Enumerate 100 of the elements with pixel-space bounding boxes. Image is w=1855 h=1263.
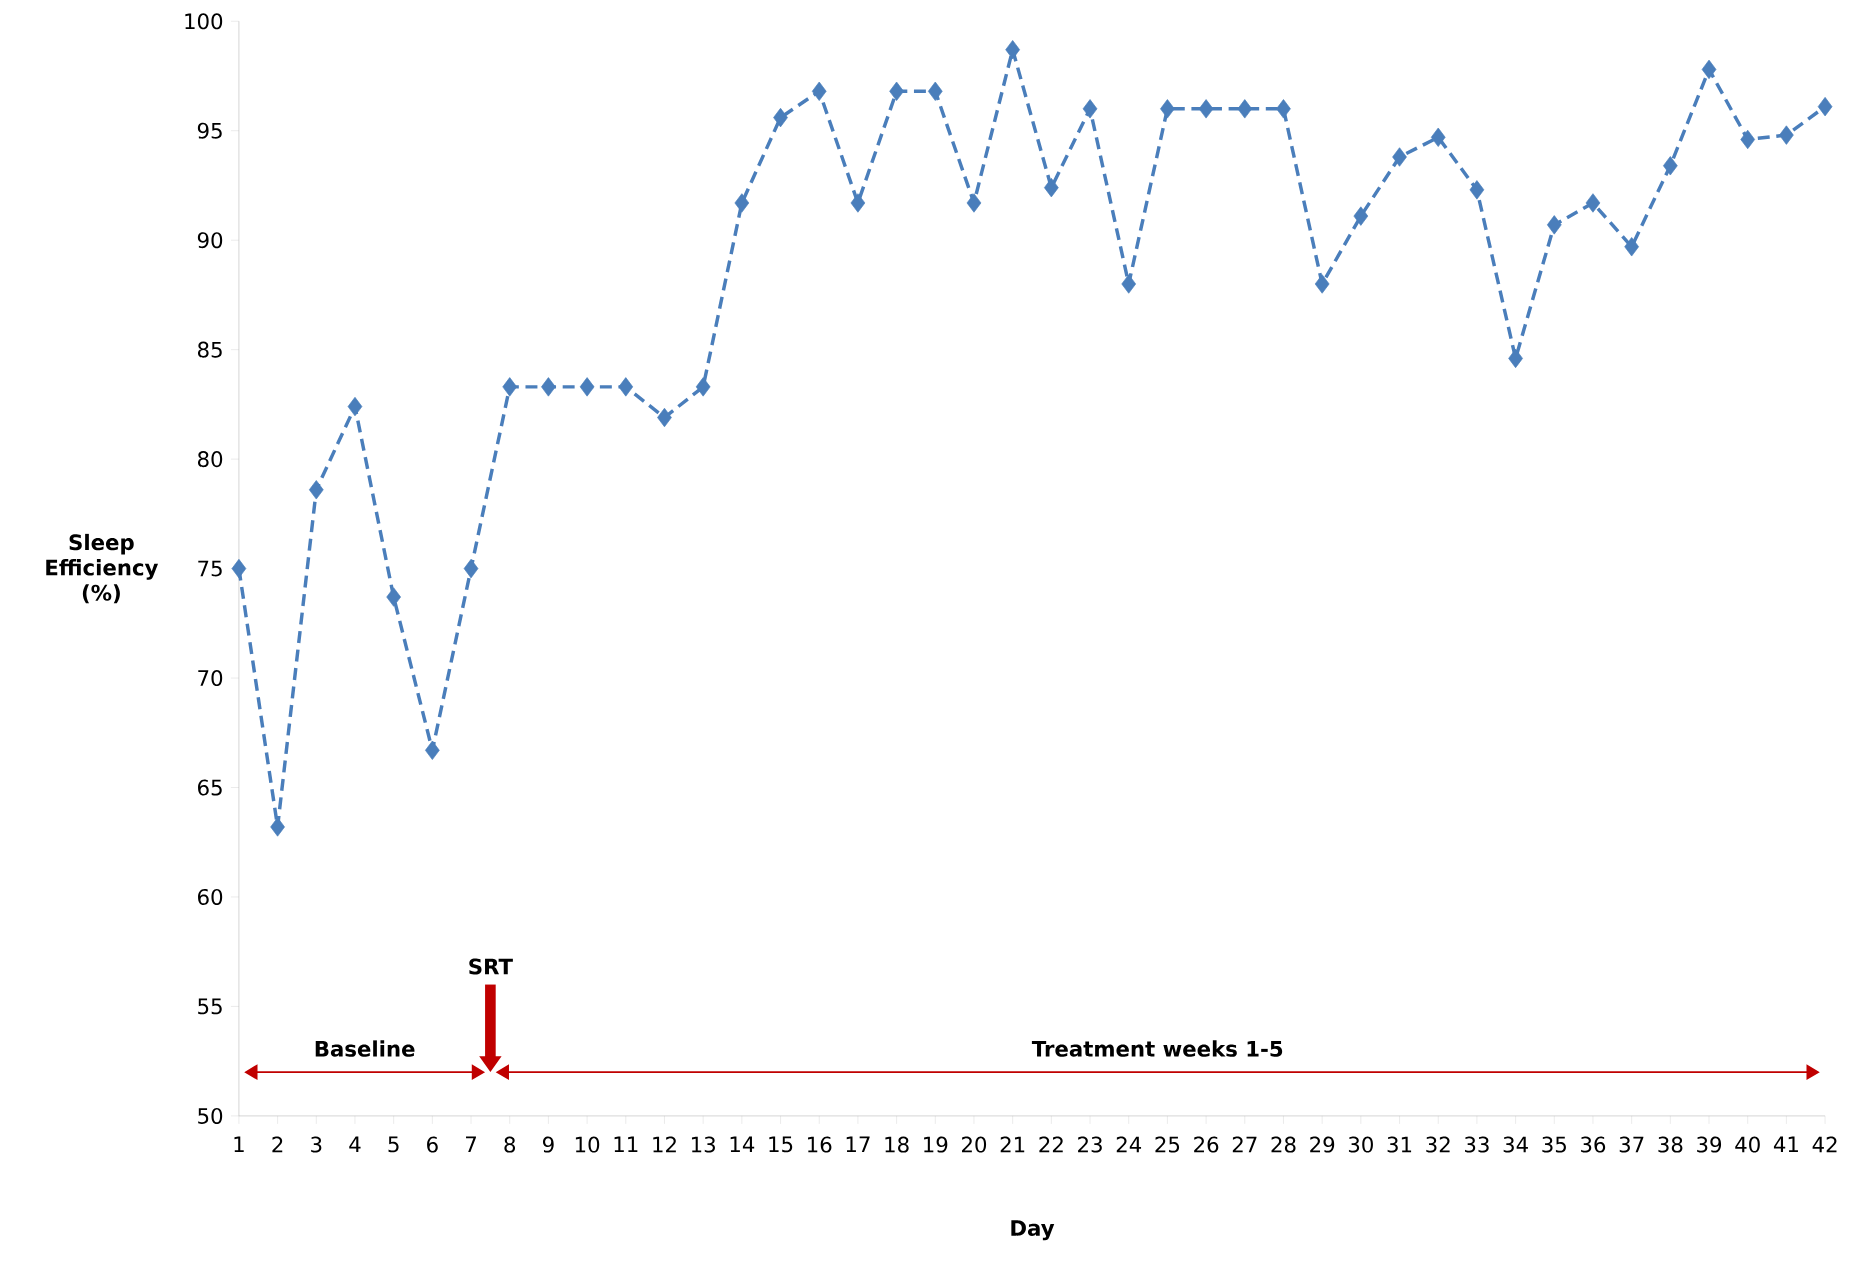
point bbox=[1276, 99, 1291, 119]
point bbox=[734, 193, 750, 213]
point bbox=[773, 107, 788, 128]
y-axis-title: Sleep Efficiency (%) bbox=[46, 533, 159, 604]
x-tick-label: 26 bbox=[1194, 1136, 1219, 1153]
x-tick-label: 18 bbox=[885, 1136, 909, 1153]
point bbox=[1546, 215, 1562, 235]
point bbox=[502, 377, 518, 397]
point bbox=[1663, 155, 1678, 176]
x-tick-label: 4 bbox=[349, 1136, 361, 1152]
y-tick-label: 90 bbox=[197, 231, 223, 249]
x-tick-label: 27 bbox=[1232, 1136, 1257, 1153]
point bbox=[1160, 99, 1175, 119]
x-tick-label: 24 bbox=[1116, 1136, 1142, 1153]
x-tick-label: 36 bbox=[1581, 1136, 1606, 1153]
x-tick-label: 31 bbox=[1387, 1136, 1412, 1153]
point bbox=[386, 587, 401, 607]
y-tick-label: 100 bbox=[185, 13, 223, 30]
x-tick-label: 21 bbox=[1000, 1136, 1025, 1153]
x-tick-label: 7 bbox=[466, 1136, 476, 1152]
x-tick-label: 17 bbox=[846, 1136, 870, 1152]
point bbox=[1314, 274, 1330, 294]
point bbox=[1044, 177, 1059, 198]
point bbox=[1005, 39, 1020, 60]
y-tick-label: 75 bbox=[198, 560, 222, 577]
x-tick-label: 22 bbox=[1039, 1136, 1063, 1153]
x-tick-label: 1 bbox=[234, 1136, 244, 1152]
x-tick-label: 33 bbox=[1465, 1136, 1489, 1153]
x-tick-label: 20 bbox=[962, 1136, 987, 1153]
point bbox=[1508, 348, 1523, 368]
point bbox=[1585, 193, 1601, 213]
x-tick-label: 40 bbox=[1735, 1136, 1760, 1153]
x-tick-label: 11 bbox=[614, 1136, 638, 1152]
point bbox=[657, 407, 672, 427]
point bbox=[1740, 129, 1756, 149]
x-tick-label: 3 bbox=[311, 1136, 322, 1153]
y-tick-label: 65 bbox=[198, 779, 222, 796]
point bbox=[231, 558, 247, 579]
x-axis-title: Day bbox=[1011, 1220, 1055, 1241]
y-tick-label: 80 bbox=[197, 450, 223, 467]
point bbox=[1624, 236, 1639, 257]
point bbox=[850, 193, 866, 213]
x-tick-label: 30 bbox=[1348, 1136, 1373, 1153]
x-tick-label: 29 bbox=[1310, 1136, 1335, 1153]
annotation: Treatment weeks 1-5 bbox=[1031, 1040, 1283, 1057]
x-tick-label: 28 bbox=[1271, 1136, 1296, 1153]
point bbox=[1121, 274, 1137, 294]
point bbox=[1237, 99, 1253, 119]
y-tick-label: 60 bbox=[198, 888, 223, 905]
y-tick-label: 50 bbox=[198, 1107, 223, 1124]
point bbox=[1082, 99, 1098, 119]
point bbox=[695, 377, 711, 397]
point bbox=[618, 377, 634, 397]
x-tick-label: 10 bbox=[575, 1136, 600, 1153]
point bbox=[347, 396, 363, 417]
x-tick-label: 35 bbox=[1542, 1136, 1566, 1153]
point bbox=[811, 81, 827, 101]
point bbox=[1817, 96, 1833, 117]
x-tick-label: 42 bbox=[1812, 1136, 1837, 1153]
x-tick-label: 6 bbox=[427, 1136, 438, 1153]
point bbox=[1392, 147, 1407, 167]
x-tick-label: 12 bbox=[653, 1136, 676, 1153]
x-tick-label: 39 bbox=[1697, 1136, 1722, 1153]
x-tick-label: 8 bbox=[504, 1136, 516, 1153]
point bbox=[541, 377, 556, 397]
point bbox=[579, 377, 595, 397]
x-tick-label: 37 bbox=[1619, 1136, 1644, 1153]
point bbox=[308, 479, 324, 500]
x-tick-label: 5 bbox=[388, 1136, 399, 1153]
y-tick-label: 55 bbox=[198, 998, 222, 1015]
point bbox=[889, 81, 904, 101]
point bbox=[1701, 59, 1717, 79]
x-tick-label: 34 bbox=[1503, 1136, 1528, 1153]
point bbox=[1469, 180, 1485, 200]
point bbox=[270, 817, 285, 837]
ref-line-label: SRT bbox=[469, 958, 513, 975]
point bbox=[966, 193, 982, 213]
x-tick-label: 23 bbox=[1078, 1136, 1102, 1153]
x-tick-label: 2 bbox=[272, 1136, 283, 1153]
y-tick-label: 70 bbox=[198, 669, 223, 686]
x-tick-label: 19 bbox=[924, 1136, 948, 1153]
x-tick-label: 41 bbox=[1773, 1136, 1798, 1152]
x-tick-label: 25 bbox=[1155, 1136, 1180, 1153]
point bbox=[1353, 206, 1369, 226]
x-tick-label: 9 bbox=[542, 1136, 554, 1153]
x-tick-label: 13 bbox=[691, 1136, 715, 1153]
x-tick-label: 16 bbox=[808, 1136, 832, 1153]
y-tick-label: 85 bbox=[197, 341, 222, 358]
point bbox=[1430, 127, 1446, 147]
x-tick-label: 32 bbox=[1426, 1136, 1450, 1153]
point bbox=[1779, 125, 1794, 145]
y-tick-label: 95 bbox=[197, 122, 222, 139]
x-tick-label: 38 bbox=[1658, 1136, 1683, 1153]
point bbox=[463, 558, 479, 579]
point bbox=[425, 740, 440, 760]
point bbox=[927, 81, 943, 101]
x-tick-label: 14 bbox=[730, 1136, 755, 1152]
annotation: Baseline bbox=[315, 1040, 415, 1057]
point bbox=[1198, 99, 1214, 119]
x-tick-label: 15 bbox=[769, 1136, 793, 1153]
